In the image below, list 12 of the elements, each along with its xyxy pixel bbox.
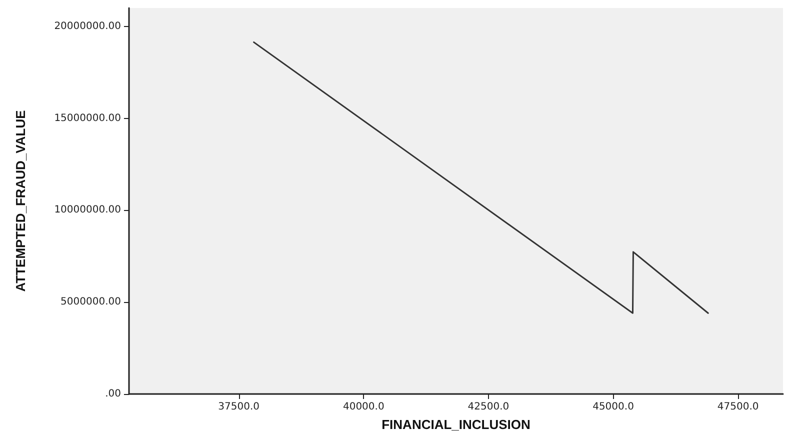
y-tick-label: 10000000.00 xyxy=(54,204,121,216)
y-tick-label: 15000000.00 xyxy=(54,112,121,124)
y-tick-label: 20000000.00 xyxy=(54,20,121,32)
y-tick-label: 5000000.00 xyxy=(60,296,121,308)
y-axis-title: ATTEMPTED_FRAUD_VALUE xyxy=(13,110,28,292)
x-axis-title: FINANCIAL_INCLUSION xyxy=(382,417,530,432)
y-tick-label: .00 xyxy=(105,388,121,400)
x-tick-label: 42500.0 xyxy=(468,402,510,412)
x-tick-label: 47500.0 xyxy=(717,402,759,412)
x-tick-label: 37500.0 xyxy=(218,402,260,412)
x-tick-label: 40000.0 xyxy=(342,402,384,412)
x-tick-label: 45000.0 xyxy=(592,402,634,412)
